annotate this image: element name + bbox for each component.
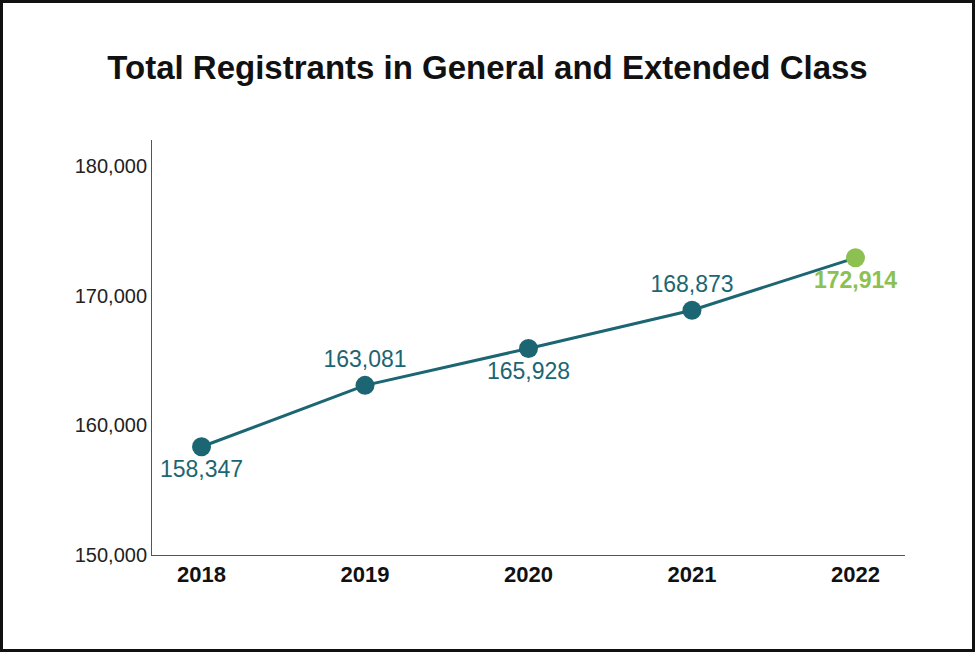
svg-text:168,873: 168,873 xyxy=(650,271,733,297)
svg-text:Total Registrants in General a: Total Registrants in General and Extende… xyxy=(107,49,867,86)
svg-text:163,081: 163,081 xyxy=(323,346,406,372)
svg-text:158,347: 158,347 xyxy=(160,456,243,482)
svg-text:2022: 2022 xyxy=(831,562,880,587)
svg-text:2018: 2018 xyxy=(177,562,226,587)
svg-text:180,000: 180,000 xyxy=(75,155,147,177)
svg-text:170,000: 170,000 xyxy=(75,285,147,307)
svg-text:172,914: 172,914 xyxy=(814,267,897,293)
svg-text:2019: 2019 xyxy=(341,562,390,587)
svg-text:160,000: 160,000 xyxy=(75,414,147,436)
svg-text:165,928: 165,928 xyxy=(487,358,570,384)
svg-text:2020: 2020 xyxy=(504,562,553,587)
svg-text:150,000: 150,000 xyxy=(75,544,147,566)
svg-text:2021: 2021 xyxy=(668,562,717,587)
